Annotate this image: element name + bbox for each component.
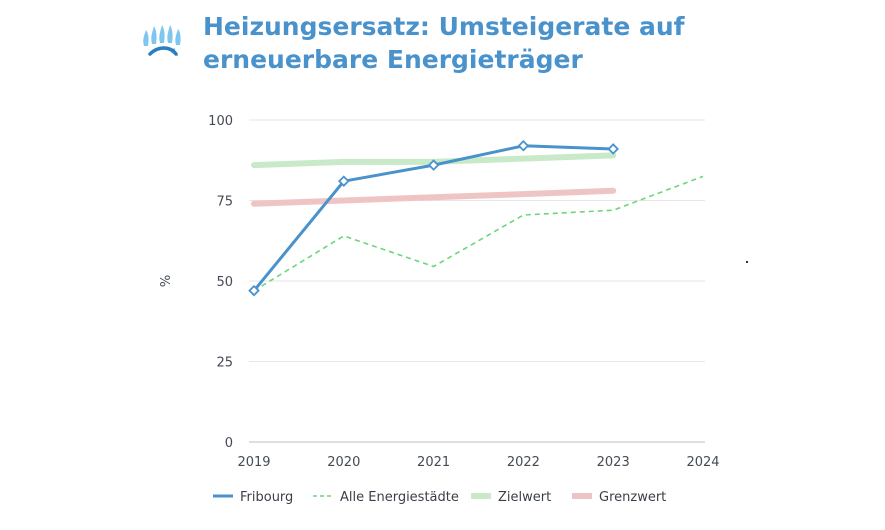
legend-label: Grenzwert — [599, 490, 666, 505]
y-tick-label: 50 — [216, 275, 233, 290]
legend-label: Fribourg — [240, 490, 293, 505]
data-point — [517, 139, 530, 152]
x-tick-label: 2019 — [237, 455, 270, 470]
x-tick-label: 2023 — [597, 455, 630, 470]
data-point — [427, 159, 440, 171]
x-tick-label: 2021 — [417, 455, 450, 470]
y-tick-label: 0 — [225, 436, 233, 451]
x-tick-label: 2020 — [327, 455, 360, 470]
legend-label: Alle Energiestädte — [340, 490, 459, 505]
y-tick-label: 100 — [208, 114, 233, 129]
heating-logo-icon — [140, 22, 188, 64]
data-point — [607, 143, 619, 155]
y-axis-label: % — [159, 275, 174, 287]
data-point — [248, 284, 260, 297]
series-line-alle-energiestädte — [253, 175, 704, 292]
series-line-grenzwert — [251, 187, 617, 207]
chart-title: Heizungsersatz: Umsteigerate auf erneuer… — [203, 12, 685, 74]
data-point — [338, 175, 350, 187]
x-tick-label: 2024 — [686, 455, 719, 470]
stray-dot — [746, 261, 748, 263]
y-tick-label: 25 — [216, 356, 233, 371]
legend-label: Zielwert — [498, 490, 551, 505]
x-tick-label: 2022 — [507, 455, 540, 470]
y-tick-label: 75 — [216, 195, 233, 210]
